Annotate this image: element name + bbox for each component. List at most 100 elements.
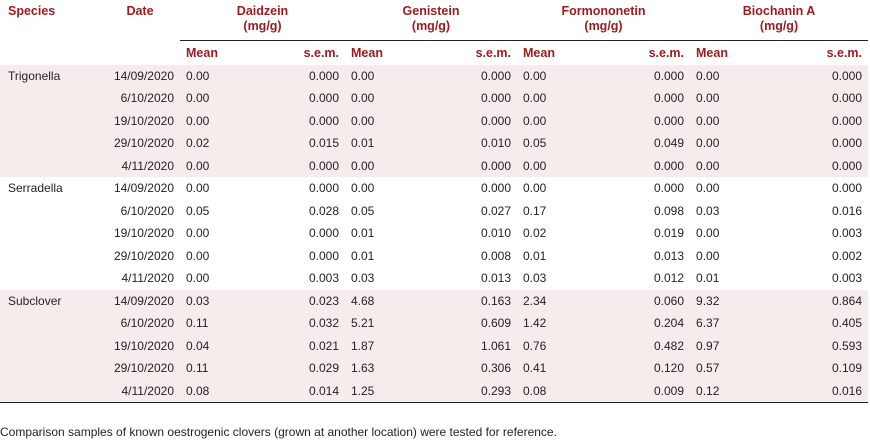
date-cell: 19/10/2020 xyxy=(113,226,174,241)
table-footnote: Comparison samples of known oestrogenic … xyxy=(0,425,557,439)
biochanin-a-mean-cell: 6.37 xyxy=(690,312,756,335)
formononetin-sem-cell: 0.000 xyxy=(582,64,691,87)
biochanin-a-sem-cell: 0.000 xyxy=(755,64,869,87)
genistein-sem-cell: 0.013 xyxy=(480,271,511,286)
daidzein-mean-cell: 0.00 xyxy=(180,87,245,110)
date-cell: 19/10/2020 xyxy=(100,109,180,132)
table-row: 4/11/2020 0.00 0.000 0.00 0.000 0.00 0.000 0.00… xyxy=(0,154,869,177)
species-cell: Serradella xyxy=(8,181,63,196)
formononetin-sem-cell: 0.012 xyxy=(653,271,685,286)
formononetin-sem-cell: 0.013 xyxy=(653,248,685,263)
genistein-mean-cell: 1.63 xyxy=(345,357,410,380)
biochanin-a-sem-cell: 0.003 xyxy=(831,271,863,286)
formononetin-mean-cell: 0.00 xyxy=(517,87,582,110)
formononetin-mean-cell: 0.41 xyxy=(517,357,582,380)
daidzein-sem-cell: 0.029 xyxy=(245,357,345,380)
biochanin-a-sem-cell: 0.000 xyxy=(755,87,869,110)
formononetin-mean-cell: 0.00 xyxy=(517,154,582,177)
biochanin-a-sem-cell: 0.593 xyxy=(755,334,869,357)
biochanin-a-mean-cell: 0.03 xyxy=(696,203,720,218)
species-cell xyxy=(0,245,100,268)
date-cell: 29/10/2020 xyxy=(100,357,180,380)
table-row: 19/10/2020 0.00 0.000 0.00 0.000 0.00 0.000 0.0… xyxy=(0,109,869,132)
genistein-mean-cell: 0.00 xyxy=(351,181,375,196)
group-unit: (mg/g) xyxy=(411,19,451,33)
genistein-mean-cell: 0.00 xyxy=(345,154,410,177)
formononetin-mean-cell: 0.00 xyxy=(517,109,582,132)
genistein-mean-cell: 1.25 xyxy=(345,379,410,403)
col-header-mean: Mean xyxy=(180,39,245,65)
daidzein-sem-cell: 0.032 xyxy=(245,312,345,335)
biochanin-a-mean-cell: 0.00 xyxy=(690,132,756,155)
biochanin-a-sem-cell: 0.000 xyxy=(831,181,863,196)
daidzein-sem-cell: 0.000 xyxy=(308,248,339,263)
date-cell: 6/10/2020 xyxy=(120,203,174,218)
biochanin-a-mean-cell: 0.00 xyxy=(690,109,756,132)
formononetin-sem-cell: 0.204 xyxy=(582,312,691,335)
biochanin-a-mean-cell: 0.57 xyxy=(690,357,756,380)
species-cell xyxy=(0,154,100,177)
formononetin-mean-cell: 0.01 xyxy=(523,248,547,263)
species-cell xyxy=(0,132,100,155)
daidzein-sem-cell: 0.000 xyxy=(245,109,345,132)
genistein-sem-cell: 0.000 xyxy=(410,87,517,110)
genistein-mean-cell: 0.00 xyxy=(345,64,410,87)
formononetin-mean-cell: 0.05 xyxy=(517,132,582,155)
table-row: Subclover 14/09/2020 0.03 0.023 4.68 0.163 2.3… xyxy=(0,289,869,312)
group-name: Genistein xyxy=(402,4,460,18)
genistein-sem-cell: 0.027 xyxy=(480,203,511,218)
daidzein-sem-cell: 0.028 xyxy=(308,203,339,218)
species-cell xyxy=(0,267,100,290)
species-cell: Trigonella xyxy=(0,64,100,87)
daidzein-mean-cell: 0.05 xyxy=(186,203,210,218)
species-cell xyxy=(0,334,100,357)
formononetin-sem-cell: 0.019 xyxy=(653,226,685,241)
group-name: Biochanin A xyxy=(742,4,816,18)
formononetin-sem-cell: 0.060 xyxy=(582,289,691,312)
col-header-sem: s.e.m. xyxy=(245,39,345,65)
daidzein-mean-cell: 0.00 xyxy=(180,109,245,132)
formononetin-sem-cell: 0.000 xyxy=(653,181,685,196)
daidzein-sem-cell: 0.000 xyxy=(308,181,339,196)
table-row: 6/10/2020 0.05 0.028 0.05 0.027 0.17 0.098 0.03… xyxy=(0,200,868,223)
genistein-mean-cell: 0.00 xyxy=(345,87,410,110)
genistein-mean-cell: 4.68 xyxy=(345,289,410,312)
biochanin-a-sem-cell: 0.864 xyxy=(755,289,869,312)
daidzein-sem-cell: 0.003 xyxy=(308,271,339,286)
biochanin-a-mean-cell: 0.00 xyxy=(696,248,720,263)
table-row: 4/11/2020 0.08 0.014 1.25 0.293 0.08 0.009 0.12… xyxy=(0,379,869,403)
formononetin-sem-cell: 0.120 xyxy=(582,357,691,380)
table-row: Trigonella 14/09/2020 0.00 0.000 0.00 0.000 0.… xyxy=(0,64,869,87)
group-name: Daidzein xyxy=(236,4,289,18)
biochanin-a-sem-cell: 0.000 xyxy=(755,109,869,132)
daidzein-sem-cell: 0.000 xyxy=(245,64,345,87)
table-row: 6/10/2020 0.00 0.000 0.00 0.000 0.00 0.000 0.00… xyxy=(0,87,869,110)
species-cell xyxy=(0,222,100,245)
date-cell: 4/11/2020 xyxy=(121,271,175,286)
genistein-sem-cell: 0.000 xyxy=(480,181,511,196)
col-header-mean: Mean xyxy=(517,39,582,65)
genistein-sem-cell: 0.010 xyxy=(480,226,511,241)
species-cell xyxy=(0,200,100,223)
formononetin-mean-cell: 1.42 xyxy=(517,312,582,335)
genistein-sem-cell: 0.000 xyxy=(410,109,517,132)
table-row: 29/10/2020 0.02 0.015 0.01 0.010 0.05 0.049 0.0… xyxy=(0,132,869,155)
formononetin-mean-cell: 0.02 xyxy=(523,226,547,241)
daidzein-mean-cell: 0.11 xyxy=(180,357,245,380)
col-header-mean: Mean xyxy=(690,39,756,65)
biochanin-a-mean-cell: 0.00 xyxy=(690,87,756,110)
daidzein-sem-cell: 0.014 xyxy=(245,379,345,403)
biochanin-a-mean-cell: 0.00 xyxy=(696,181,720,196)
formononetin-sem-cell: 0.049 xyxy=(582,132,691,155)
daidzein-mean-cell: 0.04 xyxy=(180,334,245,357)
biochanin-a-mean-cell: 9.32 xyxy=(690,289,756,312)
table-row: 29/10/2020 0.00 0.000 0.01 0.008 0.01 0.013 0.0… xyxy=(0,245,868,268)
biochanin-a-mean-cell: 0.00 xyxy=(690,154,756,177)
daidzein-sem-cell: 0.015 xyxy=(245,132,345,155)
group-unit: (mg/g) xyxy=(759,19,799,33)
group-unit: (mg/g) xyxy=(584,19,623,33)
genistein-sem-cell: 0.163 xyxy=(410,289,517,312)
formononetin-sem-cell: 0.000 xyxy=(582,154,691,177)
biochanin-a-sem-cell: 0.003 xyxy=(831,226,863,241)
